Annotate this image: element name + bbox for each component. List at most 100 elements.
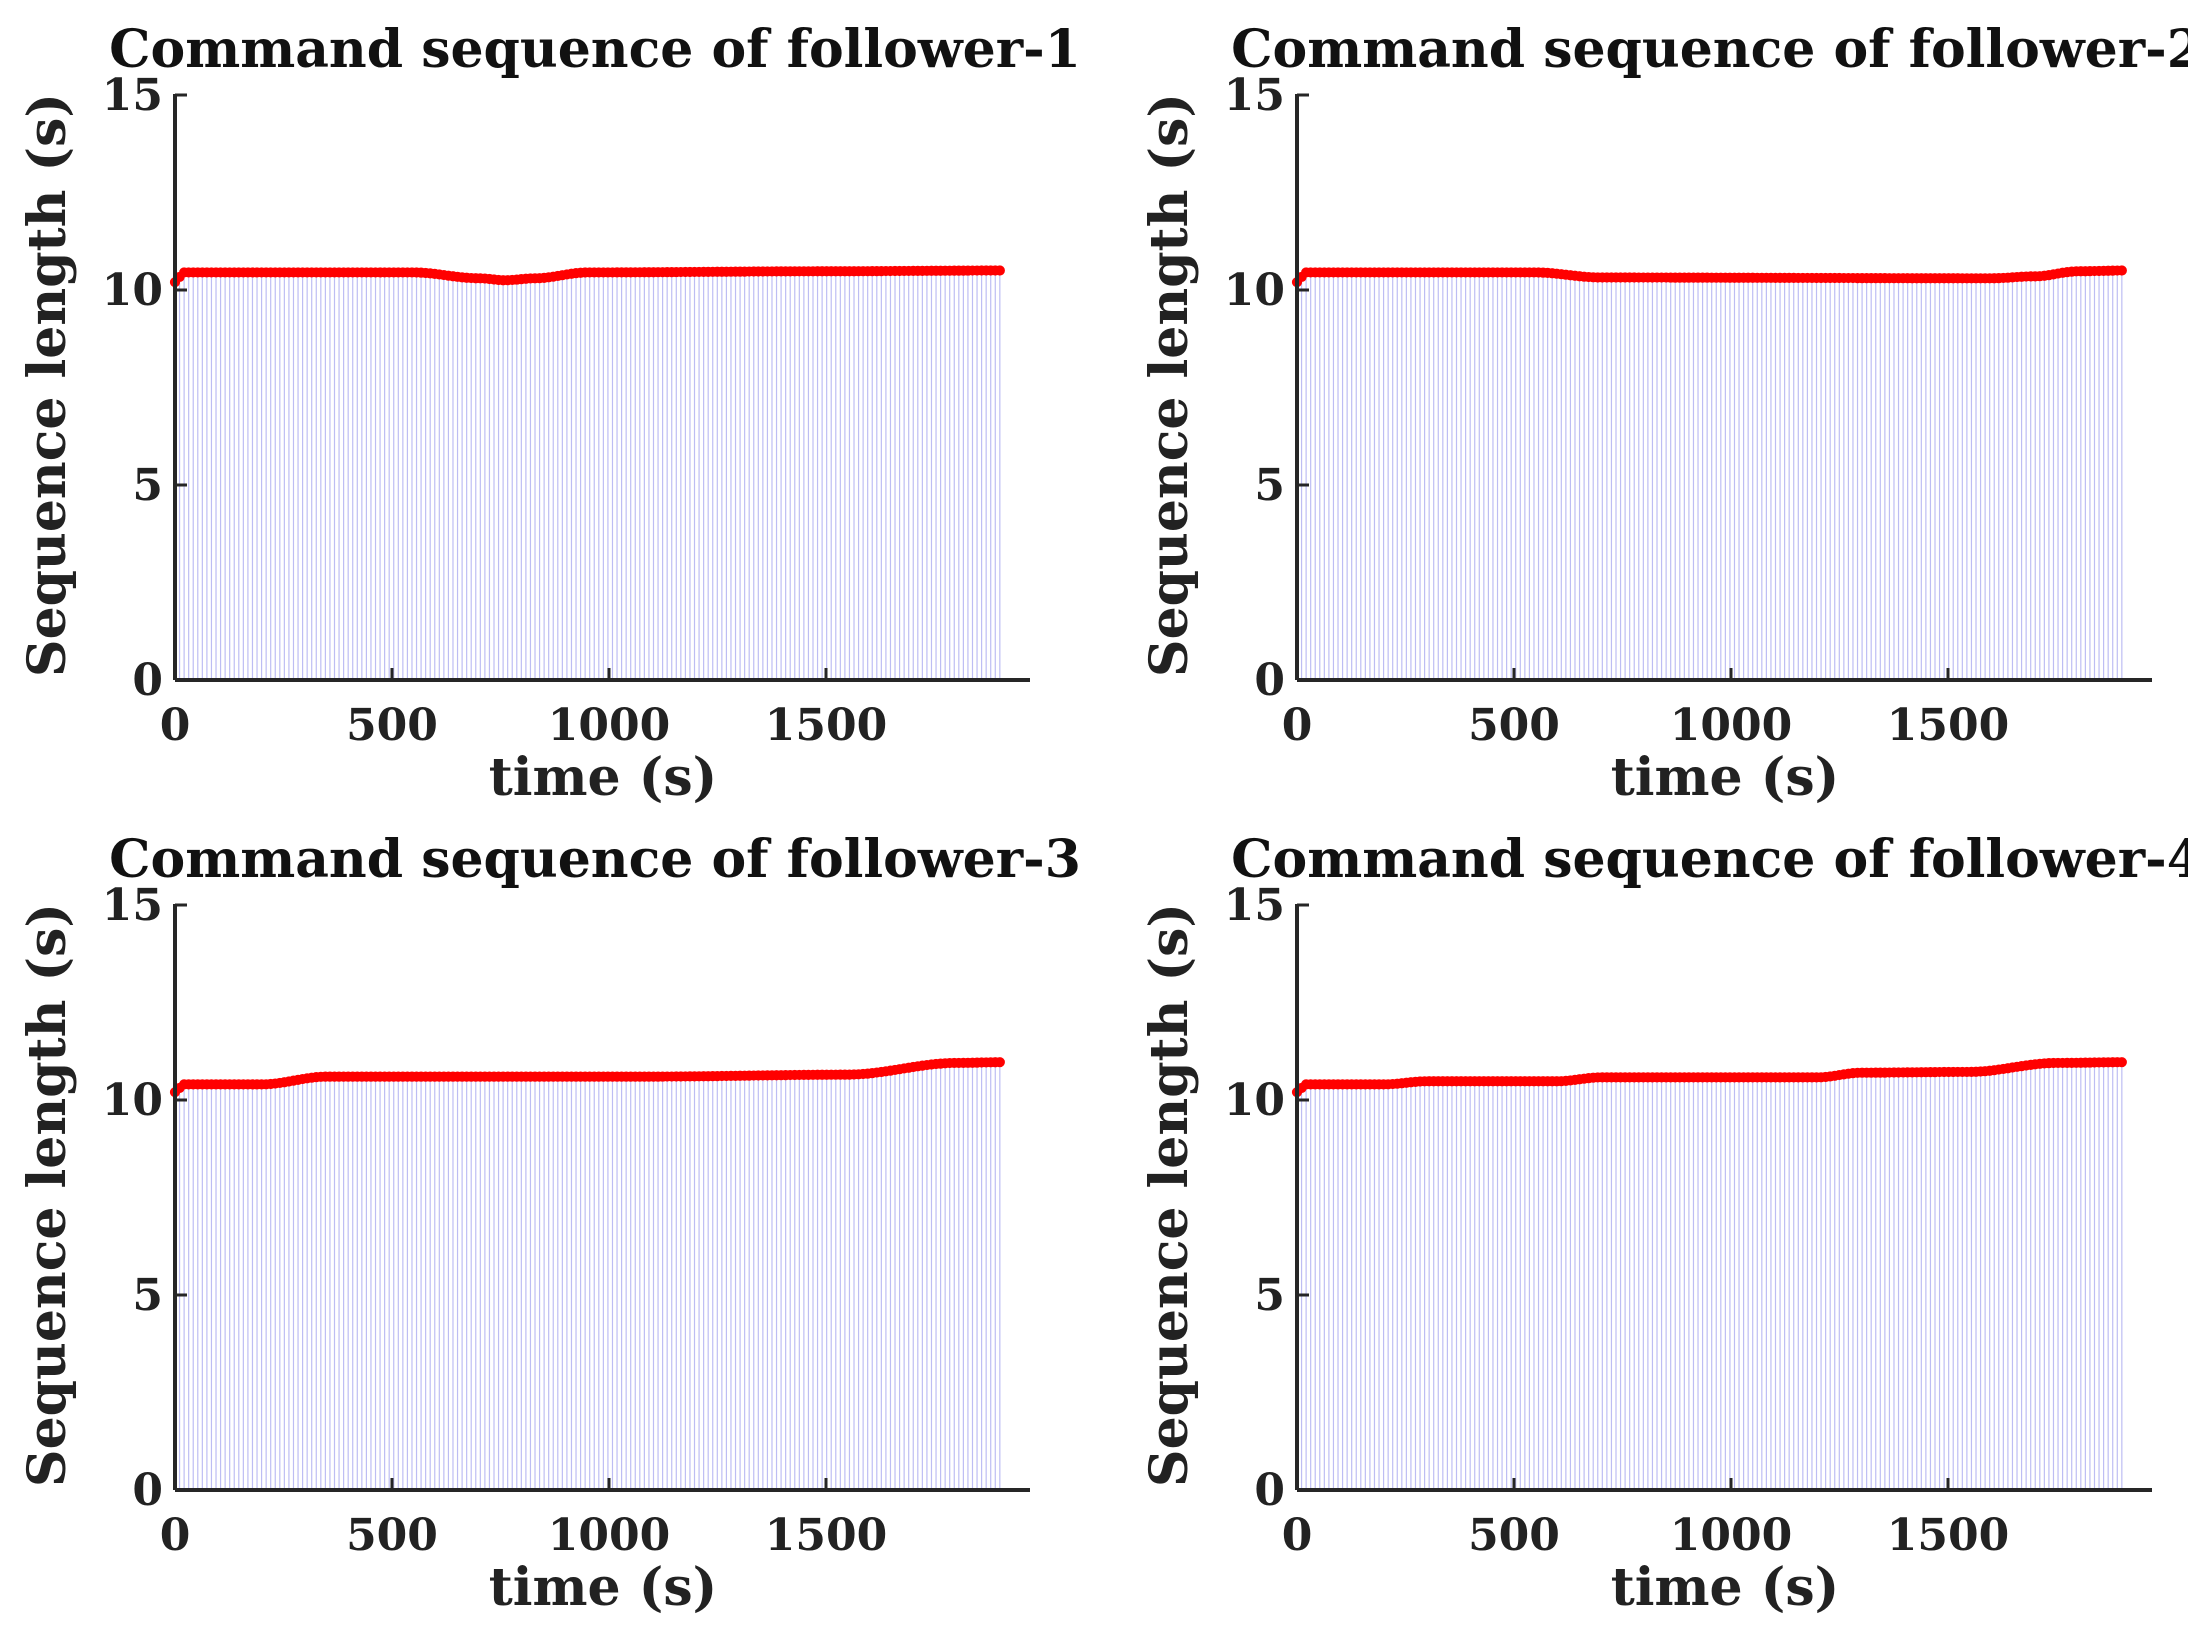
data-point [1328, 1079, 1339, 1090]
data-point [261, 1079, 272, 1090]
data-point [279, 1077, 290, 1088]
data-point [1970, 1066, 1982, 1077]
data-point [507, 1071, 518, 1082]
data-point [1446, 1076, 1458, 1087]
data-point [470, 1071, 481, 1082]
data-point [1633, 272, 1644, 283]
data-point [224, 267, 235, 278]
data-point [1752, 272, 1763, 283]
data-point [1943, 1066, 1954, 1078]
data-point [598, 267, 609, 278]
data-point [1911, 1067, 1922, 1078]
data-point [1820, 272, 1831, 284]
data-point [1332, 1079, 1344, 1090]
data-point [1866, 273, 1877, 284]
data-point [1774, 272, 1786, 283]
data-point [1683, 272, 1695, 283]
data-point [949, 265, 960, 276]
data-point [1360, 267, 1371, 278]
data-point [862, 1068, 873, 1079]
data-point [365, 1071, 377, 1082]
data-point [634, 267, 645, 278]
data-point [379, 267, 390, 278]
data-point [1301, 1079, 1312, 1090]
y-tick-label: 5 [1254, 460, 1285, 511]
data-point [1510, 1076, 1521, 1087]
data-point [456, 272, 468, 283]
data-point [1396, 267, 1407, 278]
data-point [1556, 1076, 1567, 1087]
data-point [2112, 1057, 2123, 1068]
data-point [1948, 273, 1959, 284]
data-point [1939, 1066, 1950, 1078]
data-point [1692, 1072, 1704, 1083]
stem-lines [174, 1062, 1001, 1490]
data-point [926, 265, 937, 276]
data-point [707, 1071, 718, 1082]
data-point [1442, 267, 1453, 278]
data-point [1907, 273, 1918, 284]
data-point [826, 1069, 837, 1080]
data-point [456, 1071, 468, 1082]
data-point [1465, 267, 1476, 278]
data-point [479, 1071, 490, 1082]
data-point [648, 1071, 659, 1082]
data-point [1342, 1079, 1353, 1090]
data-point [1838, 1069, 1849, 1080]
data-point [1342, 267, 1353, 278]
data-point [397, 267, 408, 278]
data-point [981, 1057, 992, 1068]
data-point [1702, 272, 1713, 283]
data-point [1469, 1076, 1480, 1087]
data-point [2075, 266, 2086, 277]
data-point [798, 266, 809, 277]
data-point [2089, 265, 2100, 277]
data-point [1847, 272, 1859, 284]
data-point [548, 271, 559, 282]
data-point [1961, 273, 1972, 284]
data-point [1405, 267, 1417, 278]
data-point [1360, 1079, 1371, 1090]
data-point [2016, 271, 2027, 282]
y-axis-label-3: Sequence length (s) [17, 903, 78, 1487]
data-point [1888, 1067, 1900, 1078]
data-point [539, 1071, 550, 1082]
data-point [370, 1071, 381, 1082]
data-point [543, 1071, 554, 1082]
data-point [611, 267, 623, 278]
data-point [2025, 1059, 2036, 1070]
data-point [1688, 1072, 1699, 1083]
data-point [2103, 1057, 2114, 1068]
data-point [374, 267, 386, 278]
data-point [621, 267, 632, 278]
data-point [1547, 1076, 1558, 1087]
data-point [270, 1078, 281, 1089]
data-point [1310, 1079, 1321, 1090]
data-point [1601, 1072, 1612, 1083]
data-point [452, 1071, 463, 1082]
data-point [220, 267, 231, 278]
data-point [557, 1071, 568, 1082]
data-point [757, 266, 768, 277]
y-tick-label: 5 [1254, 1270, 1285, 1321]
data-point [703, 266, 714, 277]
data-point [1920, 1067, 1931, 1078]
data-point [598, 1071, 609, 1082]
y-tick-label: 15 [1224, 70, 1285, 121]
data-point [693, 266, 705, 278]
data-point [1419, 267, 1430, 278]
data-point [1692, 272, 1704, 283]
data-point [1852, 1067, 1863, 1078]
data-point [2062, 1057, 2073, 1069]
data-point [274, 1077, 285, 1089]
data-point [1779, 272, 1790, 283]
data-point [2080, 1057, 2091, 1068]
data-point [812, 266, 823, 277]
data-markers [169, 265, 1005, 288]
data-point [1793, 1072, 1804, 1083]
data-point [744, 266, 755, 277]
data-point [1314, 1079, 1325, 1090]
data-point [2016, 1061, 2027, 1072]
data-point [1620, 1072, 1631, 1083]
data-point [279, 267, 290, 278]
